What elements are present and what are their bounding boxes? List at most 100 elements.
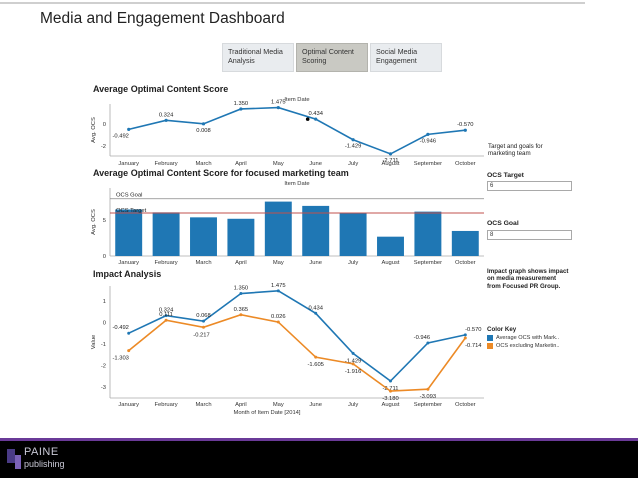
chart3-data-label-blue: 0.324 — [159, 308, 174, 314]
chart1-point — [426, 132, 430, 136]
chart1-point — [351, 138, 355, 142]
chart2-x-tick: April — [235, 260, 247, 266]
page-title: Media and Engagement Dashboard — [40, 10, 285, 27]
chart2-bar — [377, 236, 404, 256]
chart3-data-label-blue: -0.492 — [112, 325, 128, 331]
chart1-y-tick: 0 — [103, 122, 106, 128]
chart3-x-tick: June — [309, 402, 322, 408]
chart1-x-tick: June — [309, 161, 322, 167]
logo-text-bottom: publishing — [24, 459, 65, 469]
chart2-bar — [451, 230, 479, 256]
chart3-x-label: Month of Item Date [2014] — [233, 410, 300, 416]
chart1-x-tick: July — [348, 161, 358, 167]
chart3-data-label-blue: 0.434 — [308, 305, 323, 311]
chart1-point — [201, 122, 206, 126]
chart3-x-tick: September — [414, 402, 442, 408]
chart2-x-tick: June — [309, 260, 322, 266]
color-key-label: Color Key — [487, 326, 517, 333]
chart2-x-tick: February — [154, 260, 177, 266]
chart3-x-tick: October — [455, 402, 476, 408]
chart3-data-label-blue: -0.946 — [414, 335, 430, 341]
chart1-x-tick: January — [118, 161, 139, 167]
tab-traditional-media[interactable]: Traditional Media Analysis — [222, 43, 294, 72]
top-divider — [0, 2, 585, 4]
chart3-point-blue — [276, 289, 280, 293]
chart3-y-tick: -3 — [101, 385, 106, 391]
chart1-title: Average Optimal Content Score — [93, 84, 229, 94]
legend-swatch-orange — [487, 343, 493, 349]
chart1-x-tick: April — [235, 161, 247, 167]
chart1-data-label: 1.475 — [271, 100, 286, 106]
chart3-point-orange — [389, 389, 392, 393]
chart3-data-label-orange: -0.714 — [465, 343, 482, 349]
ocs-goal-input[interactable]: 8 — [487, 230, 572, 240]
chart3-point-blue — [426, 341, 430, 345]
chart1-point — [164, 118, 168, 122]
chart3-point-blue — [164, 314, 168, 318]
chart2-title: Average Optimal Content Score for focuse… — [93, 168, 349, 178]
chart3-point-orange — [127, 349, 131, 353]
legend-swatch-blue — [487, 335, 493, 341]
chart2-bar — [115, 209, 143, 256]
chart3-point-blue — [202, 319, 205, 323]
chart3-data-label-blue: 1.475 — [271, 283, 286, 289]
bar-chart-focused-team: Item Date Avg. OCS 5 0 OCS Goal OCS Target Jan… — [91, 181, 484, 266]
chart1-x-tick: February — [154, 161, 177, 167]
chart1-highlight-point — [305, 117, 310, 121]
chart1-x-tick: August — [381, 161, 399, 167]
chart2-x-tick: September — [414, 260, 442, 266]
chart3-x-tick: May — [273, 402, 284, 408]
chart2-goal-label: OCS Goal — [116, 193, 142, 199]
chart3-point-blue — [351, 351, 355, 355]
chart3-point-blue — [314, 311, 318, 315]
legend-label-blue: Average OCS with Mark.. — [496, 335, 560, 341]
chart3-data-label-orange: 0.111 — [159, 312, 173, 318]
line-chart-impact: Value 1 0 -1 -2 -3 -0.492 0.324 0.068 1.350 1.475 0… — [91, 283, 484, 416]
chart3-data-label-orange: 0.365 — [234, 307, 249, 313]
chart2-y-tick: 5 — [103, 218, 106, 224]
chart3-point-orange — [276, 320, 280, 324]
chart3-data-label-blue: -1.429 — [345, 358, 361, 364]
chart3-y-tick: -1 — [101, 342, 106, 348]
chart2-bar — [152, 212, 180, 256]
chart3-y-label: Value — [91, 335, 97, 349]
chart1-series-line — [128, 106, 466, 155]
impact-note: Impact graph shows impact on media measu… — [487, 268, 569, 290]
chart1-data-label: 0.008 — [196, 128, 211, 134]
chart3-data-label-blue: -2.711 — [382, 386, 398, 392]
chart3-x-tick: July — [348, 402, 358, 408]
chart1-y-label: Avg. OCS — [91, 117, 97, 143]
chart1-point — [388, 152, 393, 156]
chart3-point-orange — [314, 355, 318, 359]
chart3-title: Impact Analysis — [93, 269, 162, 279]
chart1-data-label: -0.570 — [457, 122, 473, 128]
footer-accent-line — [0, 438, 638, 441]
chart3-y-tick: -2 — [101, 364, 106, 370]
chart3-data-label-blue: 0.068 — [196, 313, 211, 319]
chart1-x-tick: September — [414, 161, 442, 167]
chart3-data-label-orange: -1.605 — [307, 362, 323, 368]
ocs-target-input[interactable]: 6 — [487, 181, 572, 191]
chart3-y-tick: 0 — [103, 321, 106, 327]
chart1-y-tick: -2 — [101, 144, 106, 150]
chart3-point-orange — [463, 336, 467, 340]
chart3-point-orange — [426, 387, 430, 391]
chart2-bar — [264, 201, 292, 256]
chart3-data-label-orange: -3.093 — [420, 394, 436, 400]
chart2-x-tick: August — [381, 260, 399, 266]
chart3-point-orange — [351, 362, 355, 366]
chart1-data-label: -0.492 — [112, 133, 128, 139]
chart2-top-label: Item Date — [284, 181, 309, 187]
tab-optimal-content[interactable]: Optimal Content Scoring — [296, 43, 368, 72]
chart1-point — [127, 127, 131, 131]
chart2-x-tick: May — [273, 260, 284, 266]
chart3-x-tick: August — [381, 402, 399, 408]
chart2-bar — [339, 213, 367, 256]
chart3-data-label-orange: -1.303 — [112, 356, 128, 362]
chart2-bar — [302, 205, 330, 256]
tab-social-media[interactable]: Social Media Engagement — [370, 43, 442, 72]
chart3-series-line-blue — [128, 290, 466, 383]
chart1-x-tick: October — [455, 161, 476, 167]
chart3-y-tick: 1 — [103, 299, 106, 305]
chart1-data-label: 0.434 — [308, 111, 323, 117]
